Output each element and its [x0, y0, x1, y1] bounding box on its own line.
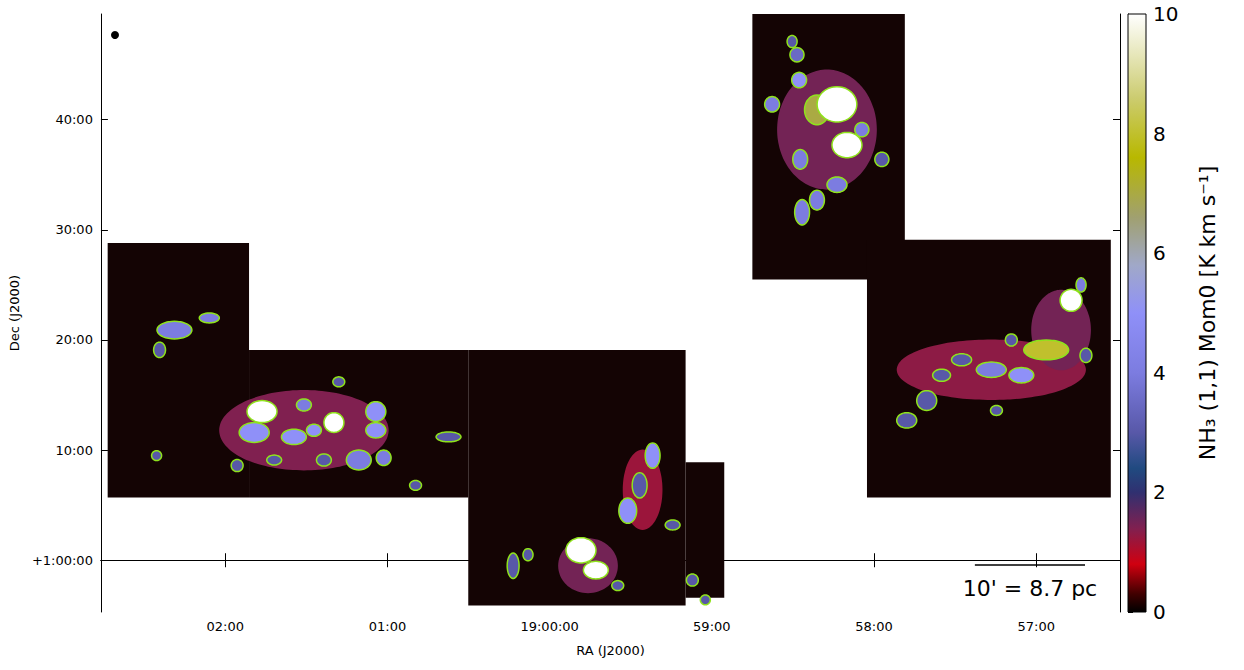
svg-text:40:00: 40:00	[55, 112, 92, 127]
svg-text:30:00: 30:00	[55, 222, 92, 237]
svg-text:10' = 8.7 pc: 10' = 8.7 pc	[963, 576, 1098, 601]
svg-text:+1:00:00: +1:00:00	[32, 553, 93, 568]
svg-text:20:00: 20:00	[55, 332, 92, 347]
svg-text:01:00: 01:00	[369, 619, 406, 634]
svg-text:58:00: 58:00	[855, 619, 892, 634]
svg-text:10:00: 10:00	[55, 443, 92, 458]
svg-text:10: 10	[1153, 2, 1178, 26]
svg-text:NH₃ (1,1) Mom0 [K km s⁻¹]: NH₃ (1,1) Mom0 [K km s⁻¹]	[1195, 166, 1220, 460]
svg-text:57:00: 57:00	[1017, 619, 1054, 634]
svg-text:RA (J2000): RA (J2000)	[576, 643, 645, 658]
svg-text:02:00: 02:00	[207, 619, 244, 634]
svg-text:2: 2	[1153, 480, 1166, 504]
svg-text:0: 0	[1153, 600, 1166, 624]
svg-text:8: 8	[1153, 122, 1166, 146]
svg-text:4: 4	[1153, 361, 1166, 385]
svg-text:59:00: 59:00	[693, 619, 730, 634]
svg-text:19:00:00: 19:00:00	[520, 619, 578, 634]
svg-text:6: 6	[1153, 241, 1166, 265]
svg-text:Dec (J2000): Dec (J2000)	[7, 275, 22, 351]
